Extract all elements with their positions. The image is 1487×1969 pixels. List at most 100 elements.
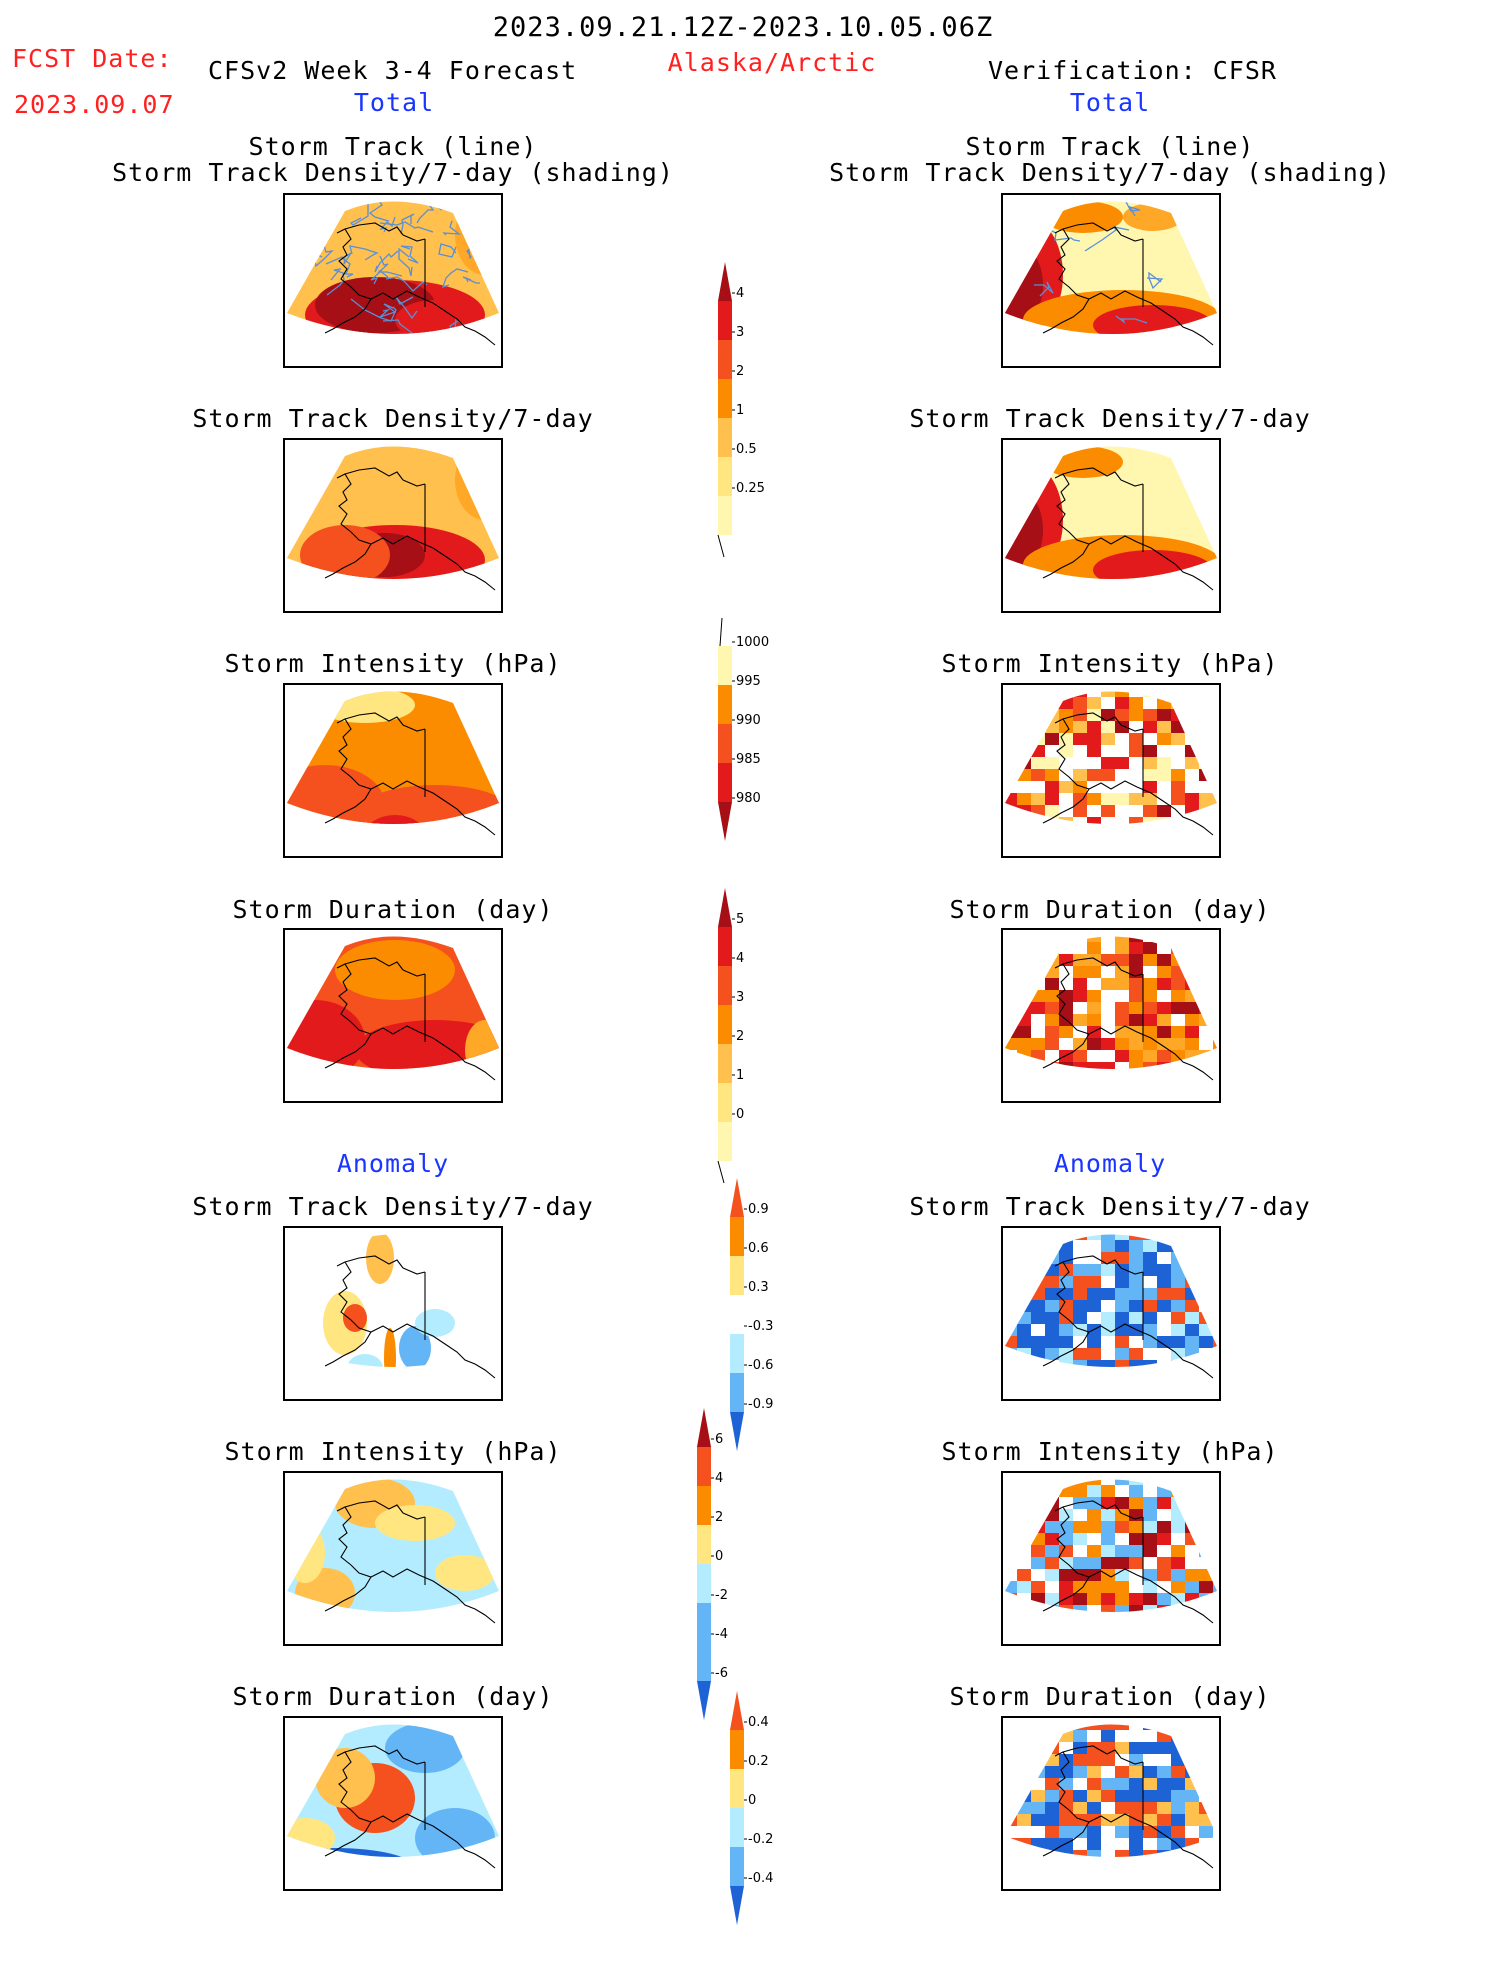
colorbar-segment: [697, 1486, 711, 1525]
map-forecast-density: [283, 438, 503, 613]
colorbar-tick-label: 995: [736, 674, 761, 689]
colorbar-segment: [730, 1769, 744, 1808]
colorbar-tick-label: 985: [736, 752, 761, 767]
colorbar-segment: [718, 262, 732, 301]
right-track-line-title: Storm Track (line): [965, 132, 1255, 161]
coastline: [324, 712, 496, 836]
colorbar-duration-anom: 0.4 0.2 0 -0.2 -0.4: [730, 1691, 810, 1969]
coastline: [324, 1255, 496, 1379]
colorbar-tick-label: 0.6: [748, 1241, 769, 1256]
colorbar-segment: [718, 802, 732, 841]
colorbar-segment: [697, 1525, 711, 1564]
colorbar-segment: [730, 1295, 744, 1334]
colorbar-segment: [730, 1412, 744, 1451]
colorbar-tick-label: 1: [736, 403, 744, 418]
colorbar-tick-label: 0: [748, 1793, 756, 1808]
colorbar-tick-label: -0.2: [748, 1832, 773, 1847]
colorbar-tick-label: 1000: [736, 635, 769, 650]
fcst-date-value: 2023.09.07: [14, 90, 175, 119]
colorbar-segment: [718, 1122, 732, 1161]
colorbar-segment: [730, 1217, 744, 1256]
colorbar-tick-label: 980: [736, 791, 761, 806]
colorbar-tick-label: 0.5: [736, 442, 757, 457]
colorbar-intensity: 1000 995 990 985 980: [718, 617, 798, 885]
coastline: [1042, 1745, 1214, 1869]
colorbar-tick-label: 6: [715, 1432, 723, 1447]
colorbar-tick-label: -0.3: [748, 1319, 773, 1334]
colorbar-segment: [718, 1083, 732, 1122]
map-forecast-intensity-anom: [283, 1471, 503, 1646]
coastline: [324, 222, 496, 346]
colorbar-tick-label: 4: [715, 1471, 723, 1486]
colorbar-segment: [718, 301, 732, 340]
total-right-heading: Total: [1069, 88, 1151, 117]
left-anomaly-heading: Anomaly: [336, 1149, 450, 1178]
left-intensity-anom-title: Storm Intensity (hPa): [224, 1437, 562, 1466]
colorbar-segment: [697, 1603, 711, 1642]
coastline: [1042, 712, 1214, 836]
colorbar-segment: [718, 966, 732, 1005]
colorbar-segment: [730, 1730, 744, 1769]
coastline: [1042, 1500, 1214, 1624]
right-track-shading-title: Storm Track Density/7-day (shading): [829, 158, 1391, 187]
colorbar-segment: [697, 1681, 711, 1720]
coastline: [1042, 467, 1214, 591]
colorbar-tail: [717, 534, 725, 558]
map-verification-duration: [1001, 928, 1221, 1103]
map-verification-intensity-anom: [1001, 1471, 1221, 1646]
colorbar-tick-label: 990: [736, 713, 761, 728]
coastline: [324, 1745, 496, 1869]
colorbar-segment: [730, 1691, 744, 1730]
colorbar-tail: [719, 617, 723, 647]
colorbar-tick-label: 2: [736, 364, 744, 379]
right-duration-title: Storm Duration (day): [949, 895, 1271, 924]
left-duration-anom-title: Storm Duration (day): [232, 1682, 554, 1711]
right-density-anom-title: Storm Track Density/7-day: [909, 1192, 1311, 1221]
coastline: [1042, 957, 1214, 1081]
colorbar-tick-label: 0.2: [748, 1754, 769, 1769]
colorbar-tick-label: 5: [736, 912, 744, 927]
colorbar-tick-label: 3: [736, 990, 744, 1005]
coastline: [324, 467, 496, 591]
fcst-date-label: FCST Date:: [12, 44, 173, 73]
map-verification-density-anom: [1001, 1226, 1221, 1401]
colorbar-tick-label: 1: [736, 1068, 744, 1083]
colorbar-segment: [718, 496, 732, 535]
colorbar-density-anom: 0.9 0.6 0.3 -0.3 -0.6 -0.9: [730, 1178, 810, 1495]
map-verification-intensity: [1001, 683, 1221, 858]
colorbar-segment: [730, 1847, 744, 1886]
colorbar-tick-label: -4: [715, 1627, 728, 1642]
colorbar-segment: [730, 1373, 744, 1412]
colorbar-tick-label: -6: [715, 1666, 728, 1681]
colorbar-segment: [718, 340, 732, 379]
colorbar-segment: [718, 888, 732, 927]
total-left-heading: Total: [353, 88, 435, 117]
colorbar-segment: [718, 1005, 732, 1044]
coastline: [1042, 222, 1214, 346]
colorbar-segment: [718, 418, 732, 457]
colorbar-segment: [697, 1642, 711, 1681]
verification-title: Verification: CFSR: [988, 56, 1277, 85]
colorbar-density: 4 3 2 1 0.5 0.25: [717, 262, 798, 579]
colorbar-tick-label: -0.9: [748, 1397, 773, 1412]
coastline: [324, 957, 496, 1081]
colorbar-segment: [697, 1447, 711, 1486]
colorbar-tick-label: 0.9: [748, 1202, 769, 1217]
left-density-anom-title: Storm Track Density/7-day: [192, 1192, 594, 1221]
colorbar-tick-label: 0.25: [736, 481, 765, 496]
colorbar-tail: [717, 1160, 725, 1184]
colorbar-tick-label: -0.6: [748, 1358, 773, 1373]
map-verification-track: [1001, 193, 1221, 368]
left-track-shading-title: Storm Track Density/7-day (shading): [112, 158, 674, 187]
colorbar-segment: [718, 685, 732, 724]
right-density-title: Storm Track Density/7-day: [909, 404, 1311, 433]
colorbar-intensity-anom: 6 4 2 0 -2 -4 -6: [697, 1408, 777, 1764]
colorbar-segment: [730, 1886, 744, 1925]
left-density-title: Storm Track Density/7-day: [192, 404, 594, 433]
colorbar-tick-label: 2: [715, 1510, 723, 1525]
colorbar-tick-label: 0.3: [748, 1280, 769, 1295]
colorbar-tick-label: 4: [736, 951, 744, 966]
right-intensity-anom-title: Storm Intensity (hPa): [941, 1437, 1279, 1466]
colorbar-tick-label: 4: [736, 286, 744, 301]
period-title: 2023.09.21.12Z-2023.10.05.06Z: [492, 12, 994, 43]
